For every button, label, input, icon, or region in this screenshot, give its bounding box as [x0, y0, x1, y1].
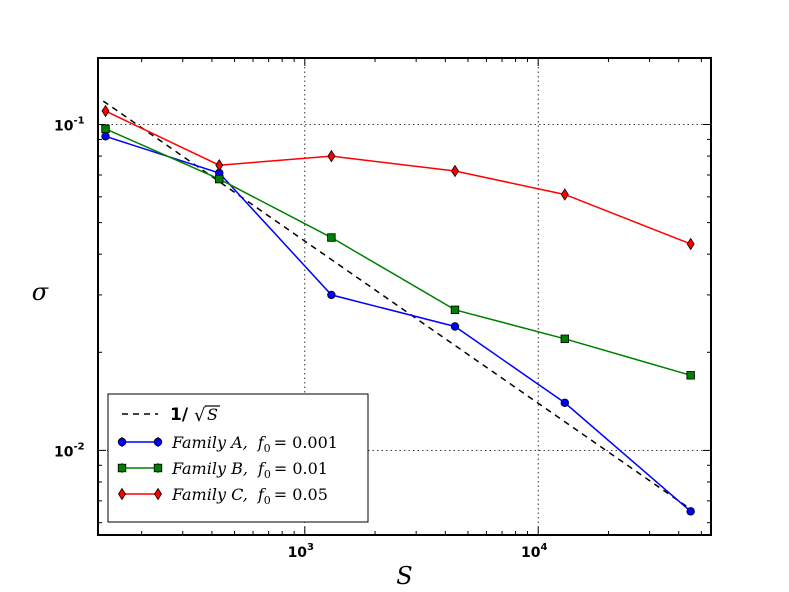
data-point: [215, 174, 224, 184]
legend-marker: [118, 487, 126, 501]
legend-param: f: [257, 433, 267, 452]
data-point: [686, 507, 695, 516]
tick-labels: 103 104 10-1 10-2: [54, 116, 547, 561]
data-point: [215, 158, 224, 172]
data-point: [686, 371, 695, 380]
legend-box: [107, 393, 369, 523]
series-group: [101, 104, 695, 516]
grid: [98, 58, 711, 535]
legend-reference-label-main: 1/: [170, 405, 189, 425]
ticks: [98, 58, 711, 535]
data-point: [560, 188, 569, 201]
data-point: [560, 334, 569, 344]
legend-entry-family-c: Family C, f0 = 0.05: [118, 485, 328, 507]
legend-series-name: Family B,: [171, 459, 248, 478]
legend-marker: [117, 463, 127, 473]
legend-param-sub: 0: [264, 468, 271, 481]
legend-label: Family B, f0 = 0.01: [171, 459, 328, 481]
legend-label: Family A, f0 = 0.001: [171, 433, 338, 455]
legend-param-sub: 0: [264, 494, 271, 507]
series-line: [105, 110, 691, 245]
legend-marker: [153, 463, 163, 473]
legend-reference-label: 1/: [170, 405, 189, 425]
y-tick-label: 10-2: [54, 441, 85, 460]
legend-param: f: [257, 485, 267, 504]
data-point: [101, 132, 110, 141]
legend-entry-reference: 1/ √ S: [122, 405, 220, 426]
x-axis-label: S: [396, 562, 412, 590]
x-tick-label: 103: [288, 542, 314, 561]
legend-label: Family C, f0 = 0.05: [171, 485, 328, 507]
data-point: [101, 104, 110, 118]
series-line: [105, 128, 691, 377]
data-point: [327, 149, 336, 163]
data-point: [450, 322, 460, 331]
legend-entry-family-b: Family B, f0 = 0.01: [117, 459, 328, 481]
legend-param: f: [257, 459, 267, 478]
data-point: [450, 305, 460, 315]
legend-marker: [117, 437, 127, 447]
series-line: [105, 135, 692, 512]
data-point: [451, 164, 459, 178]
series-family-b: [101, 124, 695, 380]
legend-param-value: = 0.001: [274, 433, 338, 452]
reference-line: [102, 100, 692, 510]
legend-series-name: Family C,: [171, 485, 248, 504]
legend-marker: [153, 437, 163, 447]
data-point: [101, 124, 110, 134]
legend-param-value: = 0.01: [274, 459, 328, 478]
legend-reference-sqrt-sign: √: [194, 405, 206, 426]
series-family-c: [101, 104, 695, 251]
x-tick-label: 104: [521, 542, 547, 561]
y-tick-label: 10-1: [54, 116, 85, 135]
legend-entry-family-a: Family A, f0 = 0.001: [117, 433, 338, 455]
data-point: [686, 237, 695, 251]
data-point: [327, 233, 336, 242]
plot-frame: [97, 57, 712, 536]
legend-marker: [154, 487, 162, 501]
legend-reference-label-var: S: [207, 405, 218, 424]
y-axis-label: σ: [32, 278, 49, 306]
legend-series-name: Family A,: [171, 433, 248, 452]
legend-param-value: = 0.05: [274, 485, 328, 504]
data-point: [560, 398, 569, 407]
reference-line-group: [102, 100, 692, 510]
series-family-a: [101, 132, 695, 516]
legend-param-sub: 0: [264, 442, 271, 455]
data-point: [327, 290, 336, 300]
